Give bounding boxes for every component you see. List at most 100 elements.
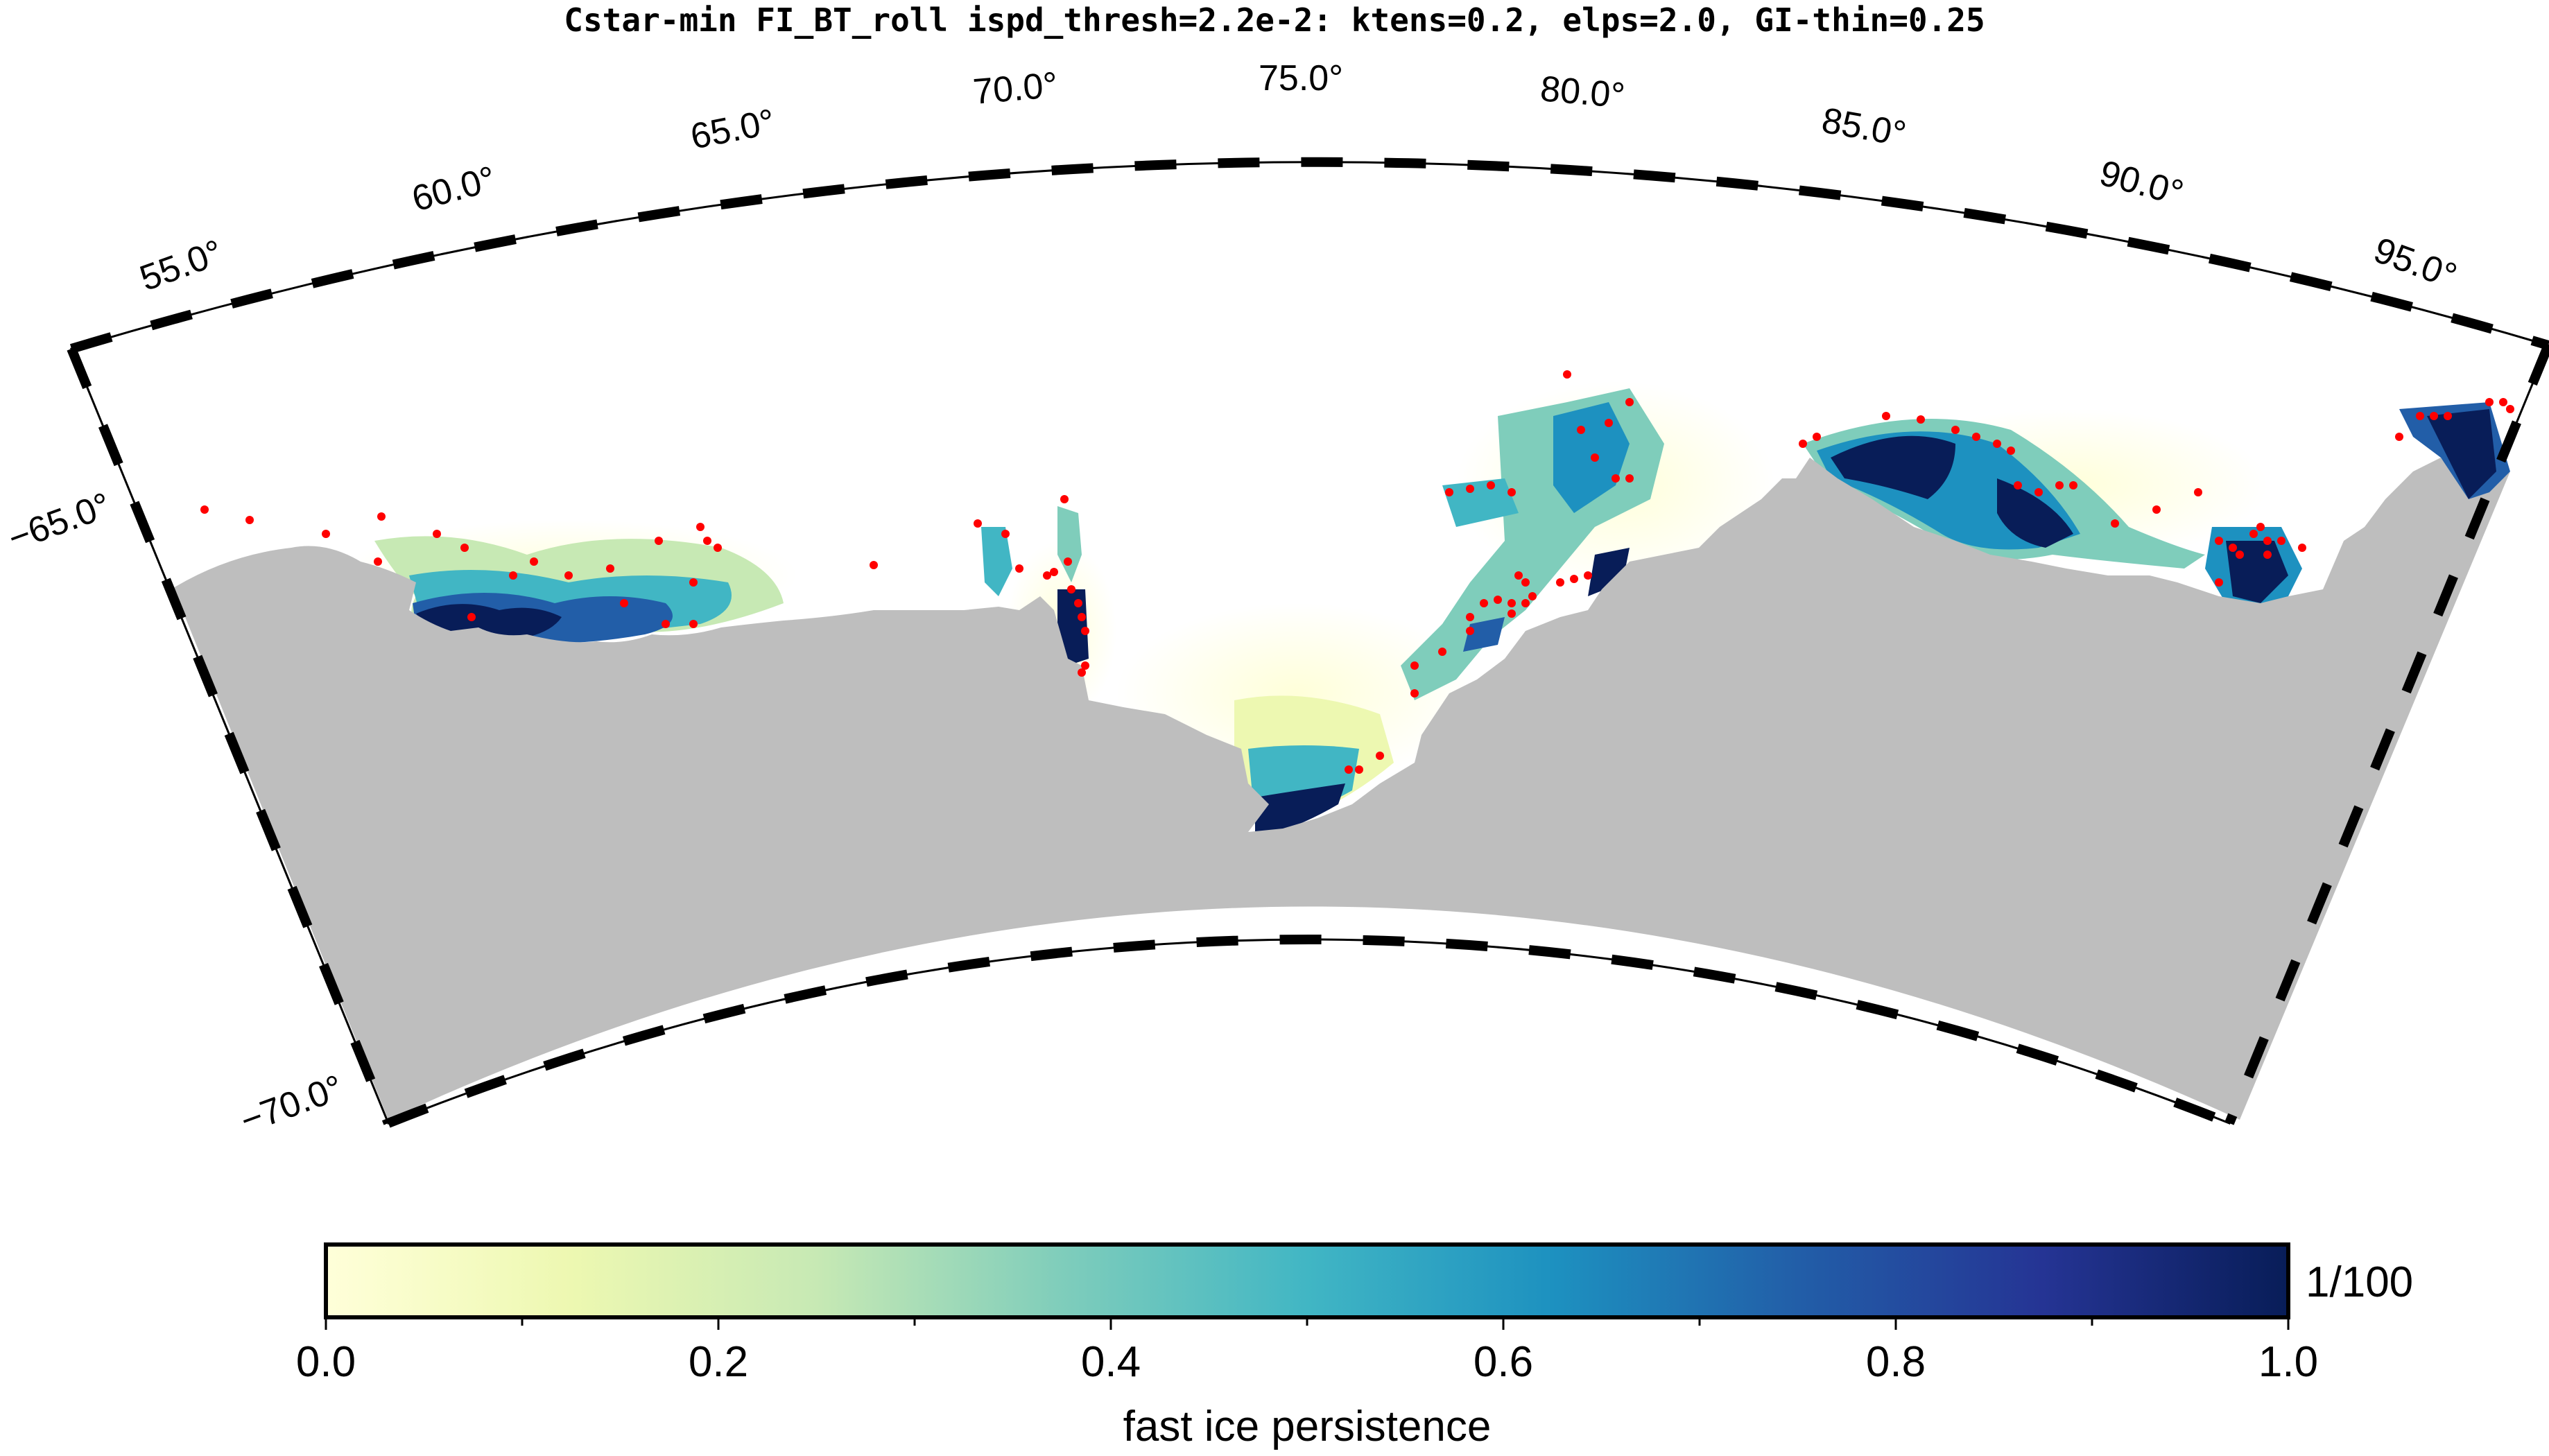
lon-label: 95.0°: [2369, 230, 2462, 297]
iceberg-point: [1001, 530, 1010, 538]
iceberg-point: [564, 571, 573, 580]
map-area: 55.0° 60.0° 65.0° 70.0° 75.0° 80.0° 85.0…: [3, 58, 2549, 1142]
iceberg-point: [1521, 599, 1530, 607]
iceberg-point: [1591, 453, 1599, 462]
lon-label: 65.0°: [687, 102, 778, 157]
iceberg-point: [1882, 412, 1890, 420]
colorbar-ticks: [325, 1317, 2290, 1330]
iceberg-point: [1605, 419, 1613, 427]
iceberg-point: [2263, 551, 2272, 559]
iceberg-point: [2499, 398, 2507, 406]
iceberg-point: [1376, 752, 1384, 760]
colorbar-tick-label: 0.4: [1081, 1338, 1141, 1386]
colorbar-gradient: [324, 1242, 2290, 1319]
grounded-iceberg-points: [200, 370, 2514, 774]
iceberg-point: [433, 530, 441, 538]
iceberg-point: [1556, 578, 1564, 587]
lon-label: 60.0°: [408, 159, 500, 220]
iceberg-point: [2194, 488, 2202, 496]
iceberg-point: [1799, 440, 1807, 448]
lon-label: 55.0°: [135, 232, 227, 299]
iceberg-point: [1081, 661, 1089, 670]
iceberg-point: [2152, 505, 2161, 514]
colorbar-tick-label: 1.0: [2258, 1338, 2318, 1386]
iceberg-point: [1067, 585, 1075, 593]
iceberg-point: [467, 613, 476, 621]
iceberg-point: [1972, 433, 1980, 441]
iceberg-point: [322, 530, 330, 538]
colorbar-scale-label: 1/100: [2306, 1258, 2413, 1306]
iceberg-point: [509, 571, 517, 580]
lon-label: 80.0°: [1539, 69, 1627, 116]
iceberg-point: [1410, 661, 1419, 670]
iceberg-point: [1494, 596, 1502, 604]
iceberg-point: [1355, 765, 1363, 774]
colorbar: 1/100 0.0 0.2 0.4 0.6 0.8 1.0 fast ice p…: [296, 1242, 2413, 1450]
iceberg-point: [2034, 488, 2043, 496]
iceberg-point: [2111, 519, 2119, 528]
colorbar-tick-label: 0.2: [689, 1338, 748, 1386]
iceberg-point: [1445, 488, 1453, 496]
iceberg-point: [1570, 575, 1578, 583]
iceberg-point: [689, 578, 698, 587]
iceberg-point: [2229, 544, 2237, 552]
iceberg-point: [974, 519, 982, 528]
iceberg-point: [1438, 648, 1446, 656]
iceberg-point: [1487, 481, 1495, 489]
iceberg-point: [1917, 415, 1925, 424]
iceberg-point: [2506, 405, 2514, 413]
iceberg-point: [1507, 599, 1516, 607]
iceberg-point: [1410, 689, 1419, 697]
iceberg-point: [1521, 578, 1530, 587]
iceberg-point: [377, 512, 386, 521]
iceberg-point: [1577, 426, 1585, 434]
iceberg-point: [1015, 564, 1023, 573]
iceberg-point: [1993, 440, 2001, 448]
map-title: Cstar-min FI_BT_roll ispd_thresh=2.2e-2:…: [564, 1, 1985, 39]
iceberg-point: [1078, 613, 1086, 621]
iceberg-point: [1050, 568, 1058, 576]
iceberg-point: [245, 516, 254, 524]
iceberg-point: [870, 561, 878, 569]
iceberg-point: [1528, 592, 1537, 600]
iceberg-point: [1507, 609, 1516, 618]
iceberg-point: [1514, 571, 1523, 580]
iceberg-point: [1081, 627, 1089, 635]
iceberg-point: [460, 544, 469, 552]
iceberg-point: [2277, 537, 2286, 545]
colorbar-label: fast ice persistence: [1123, 1403, 1492, 1450]
iceberg-point: [2215, 578, 2223, 587]
iceberg-point: [2395, 433, 2403, 441]
iceberg-point: [1466, 627, 1474, 635]
iceberg-point: [696, 523, 705, 531]
graticule-frame: [67, 157, 2549, 1128]
colorbar-tick-label: 0.6: [1474, 1338, 1533, 1386]
iceberg-point: [2298, 544, 2306, 552]
lon-label: 85.0°: [1819, 101, 1909, 155]
iceberg-point: [1507, 488, 1516, 496]
iceberg-point: [530, 557, 538, 566]
iceberg-point: [1612, 474, 1620, 483]
lat-label: −65.0°: [3, 485, 116, 560]
colorbar-tick-label: 0.0: [296, 1338, 356, 1386]
iceberg-point: [1466, 485, 1474, 493]
iceberg-point: [703, 537, 711, 545]
iceberg-point: [2236, 551, 2244, 559]
iceberg-point: [1060, 495, 1069, 503]
iceberg-point: [2215, 537, 2223, 545]
lat-label: −70.0°: [235, 1068, 348, 1142]
iceberg-point: [2485, 398, 2494, 406]
iceberg-point: [1625, 474, 1634, 483]
iceberg-point: [2256, 523, 2265, 531]
iceberg-point: [1951, 426, 1960, 434]
iceberg-point: [1074, 599, 1082, 607]
iceberg-point: [2069, 481, 2077, 489]
iceberg-point: [1584, 571, 1592, 580]
fast-ice-field: [374, 388, 2510, 839]
iceberg-point: [1043, 571, 1051, 580]
iceberg-point: [2014, 481, 2022, 489]
iceberg-point: [714, 544, 722, 552]
iceberg-point: [200, 505, 209, 514]
iceberg-point: [1078, 668, 1086, 677]
